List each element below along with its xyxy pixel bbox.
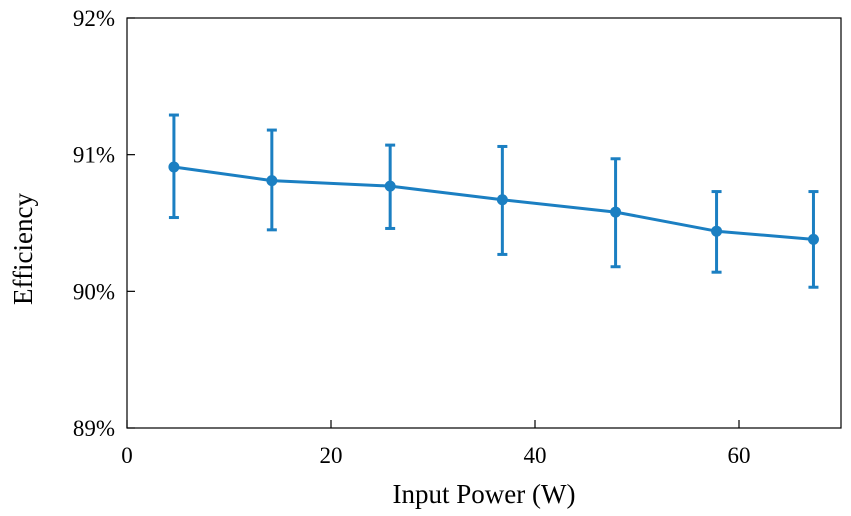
data-point — [711, 225, 723, 237]
x-tick-label: 40 — [524, 443, 547, 468]
x-tick-label: 20 — [320, 443, 343, 468]
plot-area-frame — [126, 17, 842, 429]
y-tick-label: 92% — [73, 6, 115, 31]
data-point — [168, 161, 180, 173]
y-tick-label: 90% — [73, 279, 115, 304]
y-axis-title: Efficiency — [8, 193, 38, 305]
data-point — [384, 180, 396, 192]
y-tick-label: 91% — [73, 143, 115, 168]
x-axis-title: Input Power (W) — [393, 479, 576, 509]
data-point — [266, 175, 278, 187]
data-point — [496, 194, 508, 206]
x-tick-label: 0 — [121, 443, 133, 468]
y-tick-label: 89% — [73, 416, 115, 441]
data-point — [807, 233, 819, 245]
x-tick-label: 60 — [728, 443, 751, 468]
data-point — [610, 206, 622, 218]
data-points — [168, 161, 819, 245]
ticks-layer: 0 20 40 60 89% 90% 91% 92% — [73, 6, 751, 468]
